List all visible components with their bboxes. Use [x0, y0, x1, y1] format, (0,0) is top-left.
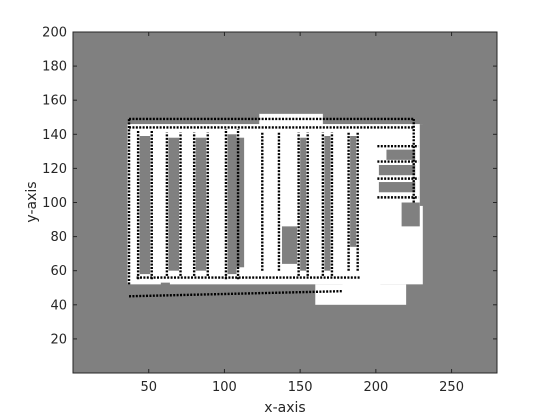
y-axis-label: y-axis: [24, 181, 40, 222]
y-tick-label: 160: [42, 94, 67, 109]
unknown-region: [139, 136, 151, 275]
free-region: [259, 113, 323, 126]
y-tick-label: 100: [42, 196, 67, 211]
y-tick-label: 200: [42, 26, 67, 41]
unknown-region: [195, 137, 207, 271]
y-tick-label: 20: [50, 332, 67, 347]
x-tick-label: 50: [140, 380, 157, 395]
y-axis-ticks: 20 40 60 80 100 120 140 160 180 200: [42, 26, 497, 347]
y-tick-label: 80: [50, 230, 67, 245]
unknown-region: [386, 149, 416, 160]
unknown-region: [285, 289, 301, 302]
unknown-region: [401, 202, 420, 227]
x-tick-label: 250: [439, 380, 464, 395]
unknown-region: [160, 282, 170, 295]
y-tick-label: 120: [42, 162, 67, 177]
unknown-region: [300, 137, 307, 271]
unknown-region: [378, 164, 416, 176]
y-tick-label: 140: [42, 128, 67, 143]
free-region: [315, 284, 407, 305]
unknown-region: [419, 124, 426, 206]
x-tick-label: 200: [363, 380, 388, 395]
unknown-region: [281, 226, 298, 264]
unknown-region: [168, 137, 179, 271]
x-axis-ticks: 50 100 150 200 250: [140, 32, 464, 395]
x-axis-label: x-axis: [264, 400, 305, 416]
x-tick-label: 100: [212, 380, 237, 395]
wall-segment: [128, 289, 343, 298]
unknown-region: [324, 136, 331, 271]
occupied-cells-layer: [127, 117, 419, 298]
unknown-region: [378, 182, 416, 193]
x-tick-label: 150: [288, 380, 313, 395]
y-tick-label: 180: [42, 60, 67, 75]
y-tick-label: 60: [50, 264, 67, 279]
y-tick-label: 40: [50, 298, 67, 313]
unknown-region: [350, 136, 357, 247]
plot-area: [73, 32, 497, 373]
